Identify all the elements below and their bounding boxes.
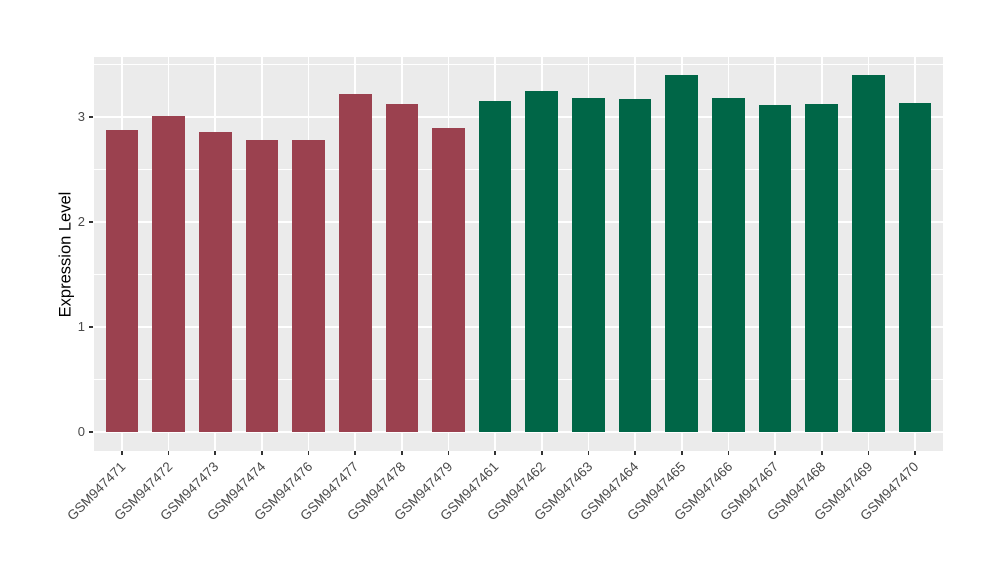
- bar: [198, 131, 232, 432]
- bar: [338, 93, 372, 432]
- x-tick-mark: [727, 451, 730, 455]
- y-tick-mark: [89, 326, 93, 328]
- h-gridline-minor: [94, 274, 943, 275]
- y-tick-label: 2: [77, 214, 85, 229]
- bar: [292, 140, 325, 432]
- h-gridline-minor: [94, 169, 943, 170]
- bar: [618, 99, 652, 432]
- bar: [245, 140, 279, 432]
- y-axis-title: Expression Level: [56, 191, 75, 318]
- x-tick-mark: [354, 451, 357, 455]
- y-tick-label: 1: [77, 319, 85, 334]
- x-tick-mark: [634, 451, 636, 455]
- bar: [152, 115, 185, 432]
- x-tick-mark: [307, 451, 310, 455]
- bar: [665, 75, 699, 432]
- bar: [385, 104, 419, 432]
- y-tick-mark: [89, 221, 93, 223]
- x-tick-mark: [541, 451, 543, 455]
- h-gridline-major: [94, 116, 943, 118]
- y-tick-mark: [89, 116, 93, 118]
- x-tick-mark: [447, 451, 450, 455]
- h-gridline-minor: [94, 64, 943, 65]
- bar: [432, 127, 465, 432]
- x-tick-mark: [680, 451, 683, 455]
- bar: [572, 98, 605, 432]
- x-tick-mark: [121, 451, 123, 455]
- y-tick-mark: [89, 431, 93, 433]
- h-gridline-minor: [94, 379, 943, 380]
- x-tick-mark: [167, 451, 170, 455]
- x-tick-mark: [867, 451, 870, 455]
- y-tick-label: 0: [77, 424, 85, 439]
- h-gridline-major: [94, 221, 943, 223]
- x-tick-mark: [401, 451, 403, 455]
- bar: [852, 75, 885, 432]
- y-tick-label: 3: [77, 109, 85, 124]
- bar: [525, 90, 559, 432]
- h-gridline-major: [94, 431, 943, 433]
- x-tick-mark: [774, 451, 776, 455]
- bar: [805, 104, 839, 432]
- x-tick-mark: [261, 451, 263, 455]
- x-tick-mark: [214, 451, 217, 455]
- bar: [758, 105, 792, 432]
- x-tick-mark: [587, 451, 590, 455]
- bar: [478, 101, 512, 432]
- plot-panel: [94, 57, 943, 451]
- h-gridline-major: [94, 326, 943, 328]
- bar: [105, 129, 139, 432]
- x-tick-mark: [914, 451, 916, 455]
- x-tick-mark: [494, 451, 496, 455]
- bar: [712, 98, 745, 432]
- x-tick-mark: [820, 451, 823, 455]
- bar: [898, 103, 932, 432]
